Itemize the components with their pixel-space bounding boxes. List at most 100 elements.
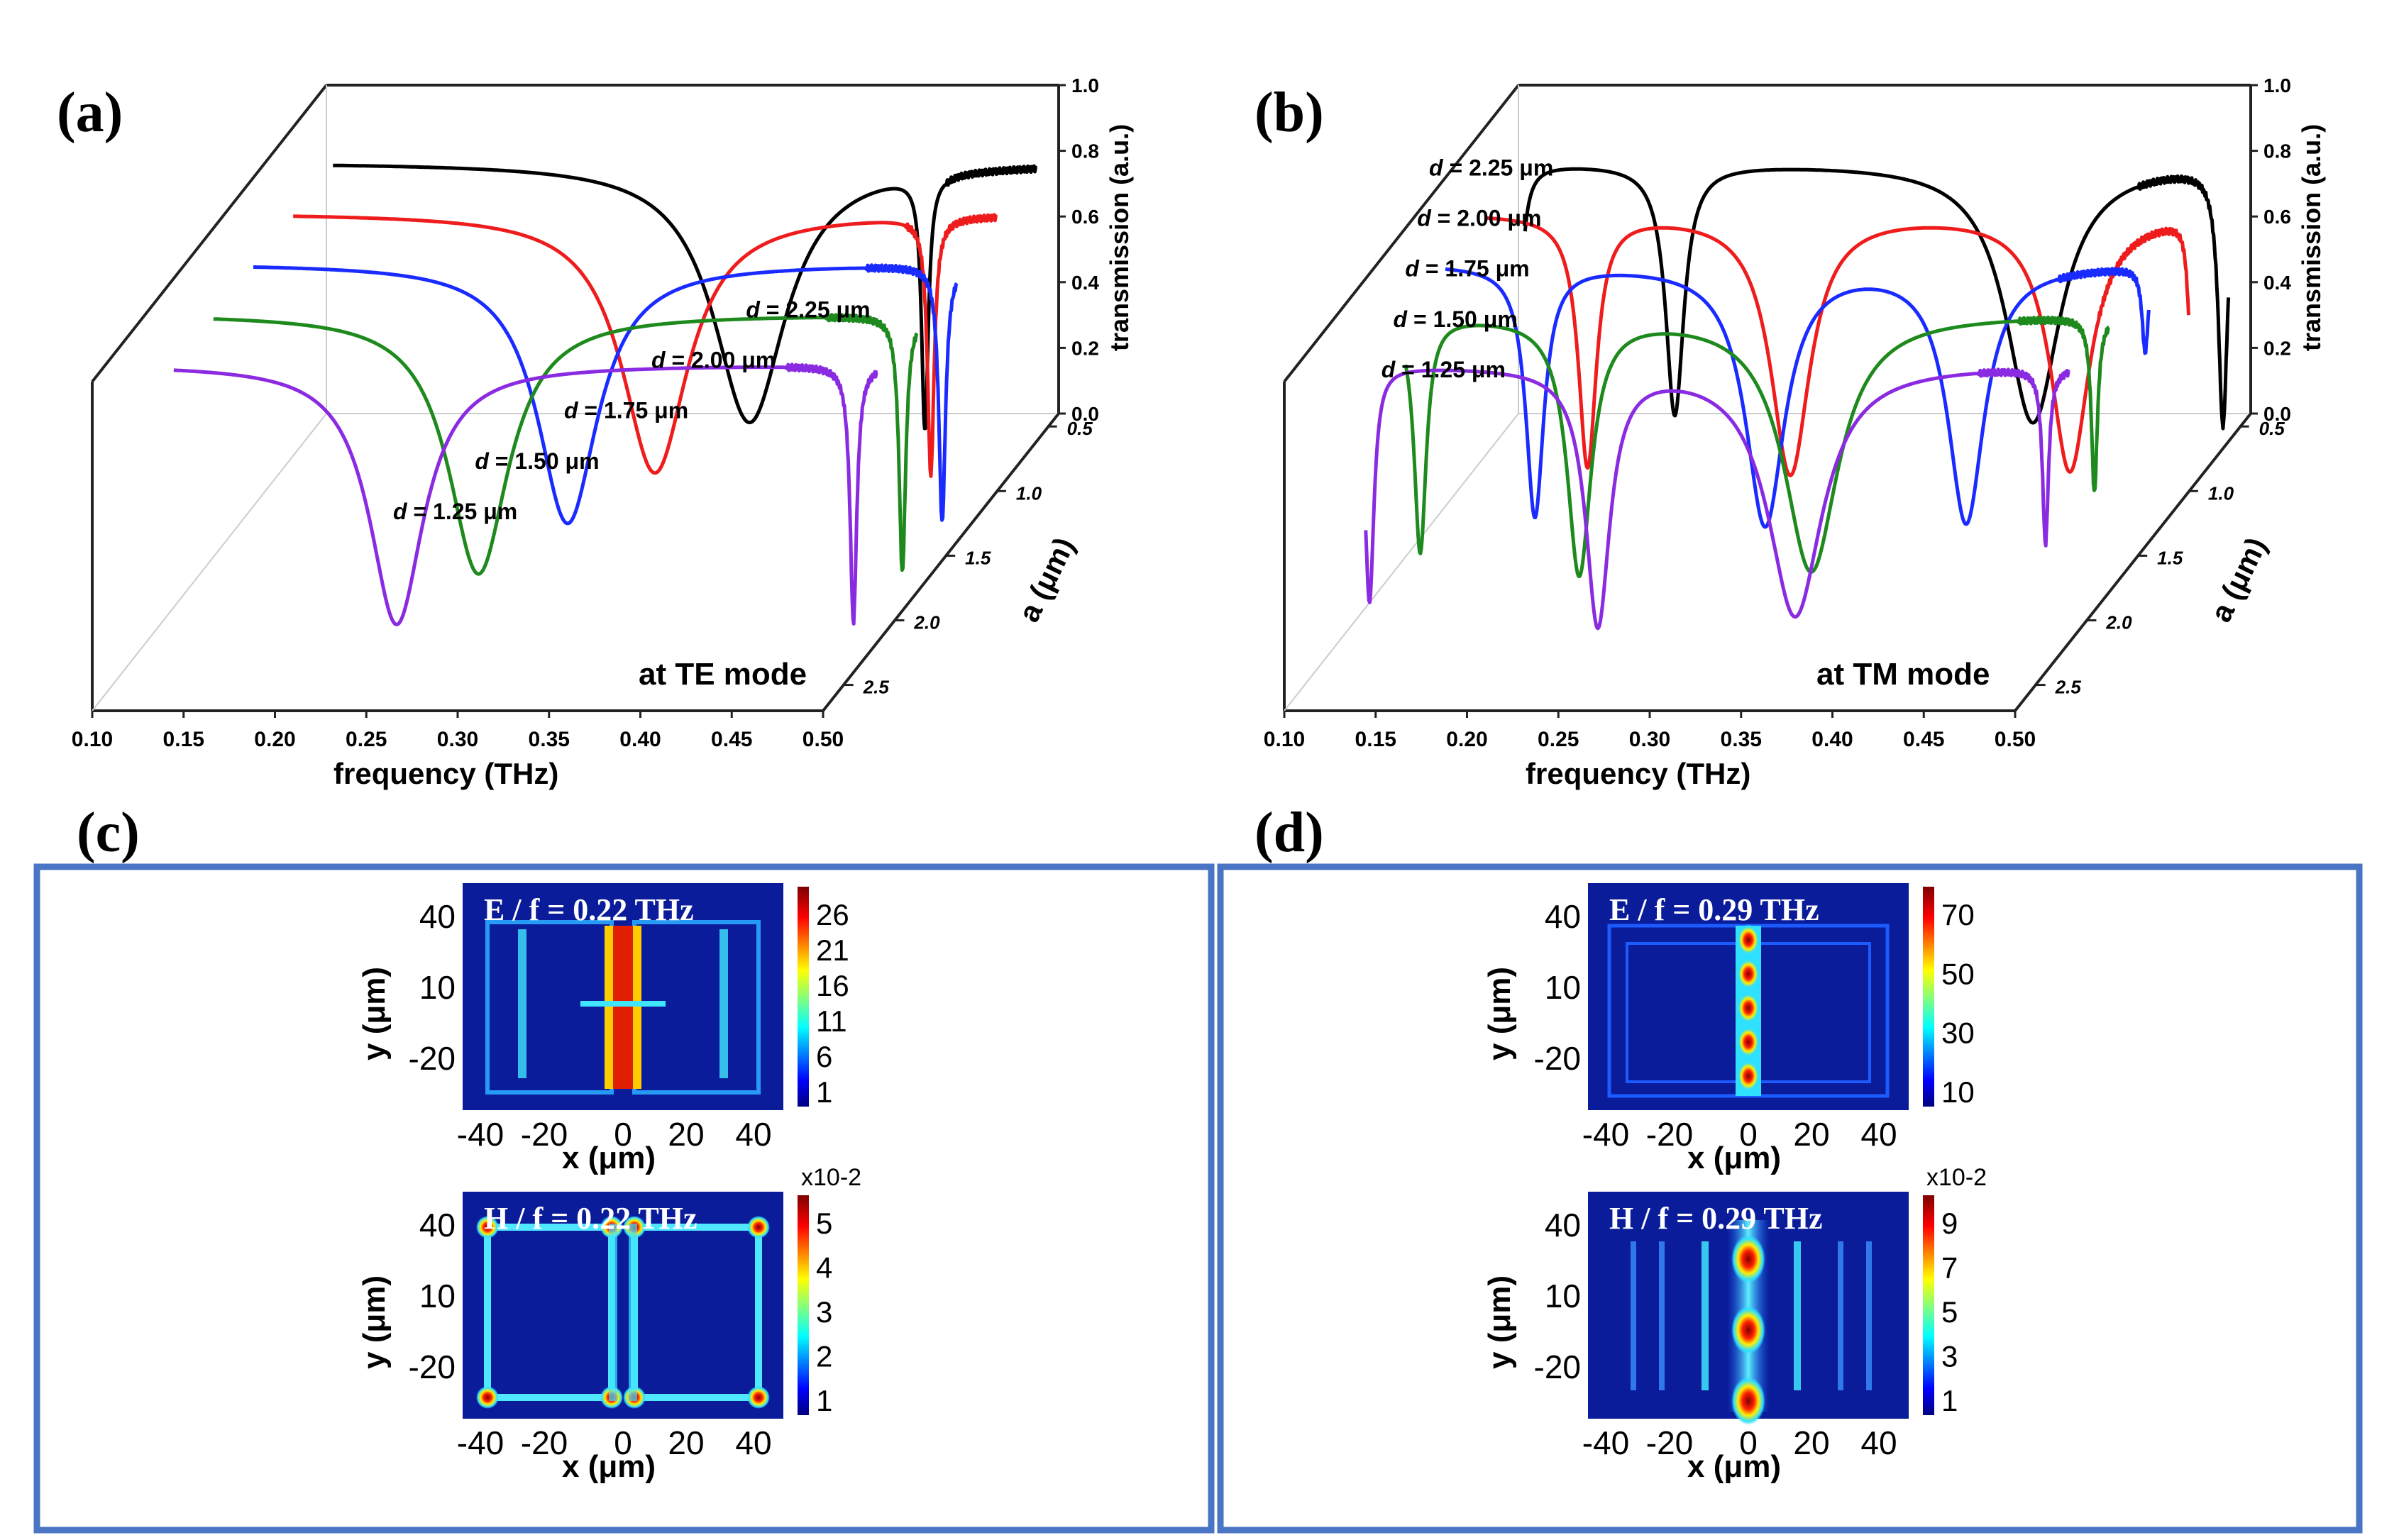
field-xtick: 20 [668,1424,704,1461]
panel-b-atick: 0.5 [2259,418,2285,439]
panel-b-xtick: 0.20 [1446,728,1487,751]
field-xlabel: x (μm) [1687,1449,1781,1484]
field-xtick: -20 [521,1424,568,1461]
field-xtick: -20 [521,1116,568,1153]
panel-label-a: (a) [57,82,123,144]
field-xtick: 40 [735,1424,771,1461]
panel-a-series-line [292,213,998,478]
field-xtick: -40 [1582,1116,1629,1153]
field-map-title: H / f = 0.29 THz [1609,1201,1822,1236]
colorbar-tick: 5 [1941,1295,1958,1329]
panel-a-xtick: 0.50 [803,728,844,751]
panel-b-series-label: d = 1.25 μm [1382,357,1506,382]
panel-a-xtick: 0.45 [711,728,752,751]
panel-a-xtick: 0.15 [163,728,204,751]
field-xtick: 0 [614,1116,632,1153]
panel-a-ztick: 1.0 [1071,74,1099,96]
panel-a-xtick: 0.20 [254,728,295,751]
field-ytick: 10 [419,1278,456,1314]
field-map-d_H: H / f = 0.29 THz 40 10 -20 -40 -20 0 20 40 x (μm)… [1482,1164,1987,1484]
field-ytick: -20 [1534,1040,1581,1077]
field-xtick: 0 [1739,1424,1758,1461]
panel-b-ztick: 0.6 [2263,206,2291,228]
panel-a-xtick: 0.10 [72,728,113,751]
panel-a-series-label: d = 2.00 μm [651,347,776,372]
panel-a-series [172,163,1038,626]
field-colorbar [1923,887,1934,1107]
field-map-c_E: E / f = 0.22 THz 40 10 -20 -40 -20 0 20 40 x (μm)… [357,883,849,1175]
field-ytick: 10 [1545,969,1581,1006]
panel-a-series-line [252,263,959,526]
colorbar-tick: 1 [1941,1384,1958,1417]
field-ylabel: y (μm) [1482,967,1517,1060]
colorbar-tick: 9 [1941,1207,1958,1240]
panel-a-3d-chart: d = 2.25 μm d = 2.00 μm d = 1.75 μm d = 1.5… [72,74,1134,790]
colorbar-tick: 5 [816,1207,832,1240]
panel-a-series-label: d = 1.75 μm [564,398,688,423]
panel-b-ylabel: a (μm) [2204,532,2273,627]
panel-a-xtick: 0.25 [346,728,387,751]
field-map-title: E / f = 0.22 THz [484,892,694,927]
colorbar-tick: 26 [816,898,849,931]
panel-b-frame [1283,84,2252,712]
panel-label-b: (b) [1254,82,1324,144]
field-xtick: -40 [457,1116,504,1153]
colorbar-tick: 6 [816,1040,832,1073]
colorbar-tick: 7 [1941,1251,1958,1285]
panel-label-c: (c) [77,802,140,864]
field-xlabel: x (μm) [562,1449,656,1484]
colorbar-tick: 16 [816,969,849,1002]
panel-b-ztick: 1.0 [2263,74,2291,96]
field-xlabel: x (μm) [1687,1141,1781,1175]
field-map-c_H: H / f = 0.22 THz 40 10 -20 -40 -20 0 20 40 x (μm)… [357,1164,861,1484]
field-ytick: 40 [1545,1207,1581,1243]
field-xtick: -20 [1646,1116,1693,1153]
field-ytick: 40 [419,898,456,935]
panel-a-ztick: 0.4 [1071,272,1099,294]
panel-b-series [1364,167,2231,631]
panel-b-atick: 1.0 [2208,482,2234,504]
panel-a-atick: 2.0 [913,611,940,633]
field-map-title: E / f = 0.29 THz [1609,892,1819,927]
field-ylabel: y (μm) [357,1275,392,1369]
panel-a-ztick: 0.6 [1071,206,1099,228]
colorbar-tick: 1 [816,1384,832,1417]
field-xtick: 40 [1860,1116,1897,1153]
panel-b-xtick: 0.15 [1355,728,1396,751]
panel-a-xtick: 0.35 [529,728,570,751]
colorbar-tick: 1 [816,1075,832,1109]
field-xtick: -40 [1582,1424,1629,1461]
field-xtick: 20 [668,1116,704,1153]
panel-a-xtick: 0.40 [619,728,661,751]
field-xtick: 0 [1739,1116,1758,1153]
field-ytick: 40 [1545,898,1581,935]
panel-b-mode-label: at TM mode [1816,657,1990,692]
panel-a-xlabel: frequency (THz) [333,757,558,790]
panel-b-series-line [1403,315,2110,579]
panel-b-atick: 2.5 [2055,677,2082,698]
field-ytick: 10 [1545,1278,1581,1314]
field-colorbar [798,887,809,1107]
panel-d-frame [1217,863,2363,1534]
colorbar-tick: 4 [816,1251,832,1285]
field-xtick: -20 [1646,1424,1693,1461]
panel-a-ztick: 0.8 [1071,140,1099,162]
panel-b-ztick: 0.0 [2263,403,2291,425]
panel-a-atick: 2.5 [863,677,890,698]
panel-b-series-line [1484,216,2190,477]
panel-b-xtick: 0.40 [1811,728,1853,751]
panel-a-atick: 1.5 [965,547,991,568]
field-xtick: -40 [457,1424,504,1461]
field-map-title: H / f = 0.22 THz [484,1201,697,1236]
field-colorbar [798,1195,809,1415]
field-ytick: -20 [409,1040,456,1077]
panel-b-ztick: 0.8 [2263,140,2291,162]
colorbar-tick: 10 [1941,1075,1975,1109]
panel-a-atick: 0.5 [1067,418,1093,439]
panel-a-atick: 1.0 [1016,482,1042,504]
panel-a-series-label: d = 2.25 μm [746,297,870,322]
panel-b-xtick: 0.30 [1629,728,1670,751]
panel-a-mode-label: at TE mode [639,657,807,692]
field-map-d_E: E / f = 0.29 THz 40 10 -20 -40 -20 0 20 40 x (μm)… [1482,883,1975,1175]
